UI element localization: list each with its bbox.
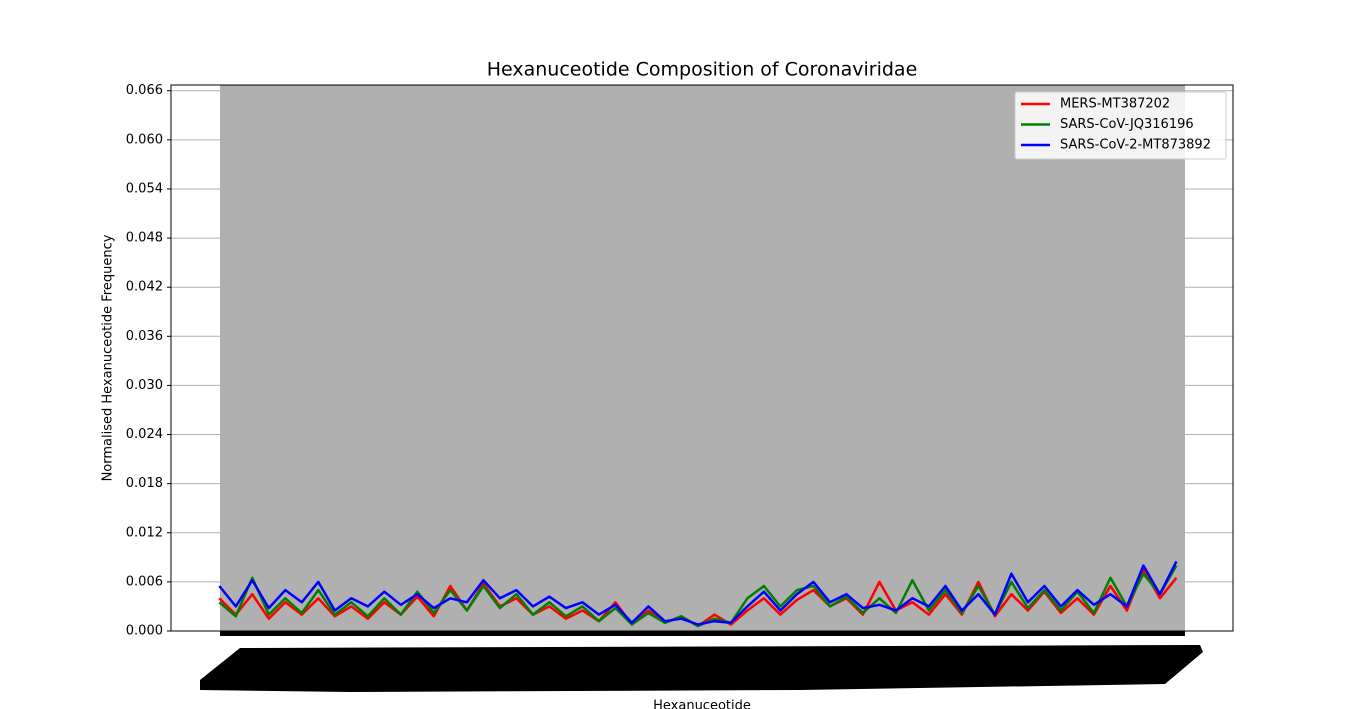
series-line [218,564,1178,628]
y-tick-label: 0.018 [126,476,163,491]
legend-label: SARS-CoV-2-MT873892 [1060,138,1211,153]
x-tick-labels-mass [200,645,1203,692]
axes-frame [170,84,1234,632]
chart-title: Hexanuceotide Composition of Coronavirid… [487,59,918,81]
legend-label: MERS-MT387202 [1060,97,1170,112]
y-tick-label: 0.030 [126,378,163,393]
legend-box [1014,91,1227,160]
grid: 0.000 0.006 0.012 0.018 0.024 0.030 0.036 0.042… [126,83,1233,639]
legend: MERS-MT387202 SARS-CoV-JQ316196 SARS-CoV-2… [1014,91,1227,160]
y-tick-label: 0.042 [126,280,163,295]
y-tick-label: 0.012 [126,525,163,540]
legend-label: SARS-CoV-JQ316196 [1060,117,1194,132]
series-line [218,560,1178,626]
x-axis-label: Hexanuceotide [653,699,751,709]
x-grid-band [220,85,1185,631]
y-tick-label: 0.060 [126,132,163,147]
y-tick-label: 0.048 [126,231,163,246]
y-axis-label: Normalised Hexanuceotide Frequency [101,234,116,481]
y-tick-label: 0.054 [126,181,163,196]
y-tick-label: 0.066 [126,83,163,98]
y-tick-label: 0.006 [126,574,163,589]
lines [218,560,1178,628]
x-tick-band [220,631,1185,636]
y-tick-label: 0.000 [126,624,163,639]
y-tick-label: 0.024 [126,427,163,442]
y-tick-label: 0.036 [126,329,163,344]
